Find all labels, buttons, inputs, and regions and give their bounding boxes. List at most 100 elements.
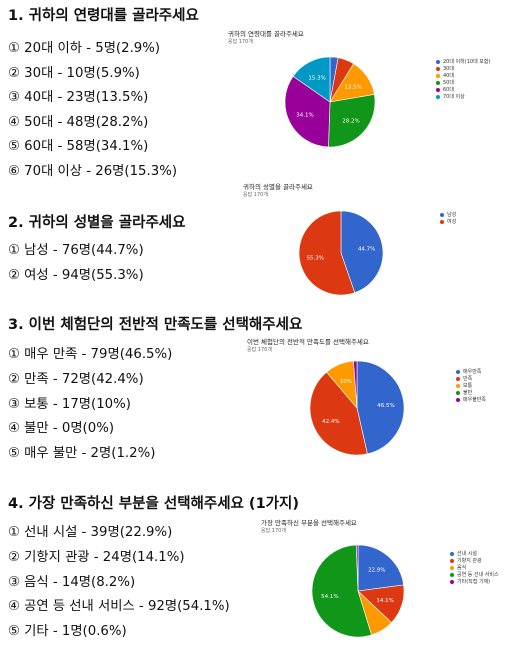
chart-3-legend: 매우만족 만족 보통 불만 매우불만족 [456, 368, 486, 403]
chart-2-response-count: 응답 170개 [243, 192, 268, 198]
chart-2-title: 귀하의 성별을 골라주세요 [243, 183, 313, 191]
chart-2-legend: 남성 여성 [440, 211, 456, 225]
legend-label: 70대 이상 [443, 94, 465, 100]
legend-label: 음식 [457, 565, 467, 571]
chart-1-legend: 20대 이하(10대 포함) 30대 40대 50대 60대 70대 이상 [436, 58, 490, 100]
legend-item: 50대 [436, 79, 490, 86]
chart-1-title: 귀하의 연령대를 골라주세요 [228, 30, 304, 38]
question-4-title: 4. 가장 만족하신 부분을 선택해주세요 (1가지) [8, 496, 299, 512]
pie-slice [340, 210, 384, 294]
chart-1-response-count: 응답 170개 [228, 39, 253, 45]
pie-slice [311, 544, 372, 638]
legend-swatch [450, 572, 454, 577]
pie-slice-label: 55.3% [307, 255, 324, 261]
legend-label: 만족 [463, 376, 473, 382]
pie-slice-label: 34.1% [296, 112, 313, 118]
question-3-title: 3. 이번 체험단의 전반적 만족도를 선택해주세요 [8, 317, 303, 333]
legend-swatch [450, 551, 454, 556]
legend-swatch [456, 383, 460, 388]
question-2-option: ② 여성 - 94명(55.3%) [8, 268, 144, 283]
pie-slice-label: 28.2% [342, 118, 359, 124]
legend-swatch [450, 565, 454, 570]
legend-item: 불만 [456, 389, 486, 396]
legend-label: 기타(직접 기재) [457, 579, 491, 585]
legend-swatch [436, 73, 440, 78]
pie-slice [298, 210, 356, 296]
question-1-option: ① 20대 이하 - 5명(2.9%) [8, 41, 161, 56]
chart-4-response-count: 응답 170개 [261, 528, 286, 534]
question-1-option: ④ 50대 - 48명(28.2%) [8, 115, 149, 130]
legend-item: 20대 이하(10대 포함) [436, 58, 490, 65]
question-4-option: ① 선내 시설 - 39명(22.9%) [8, 525, 173, 540]
legend-label: 60대 [443, 87, 454, 93]
legend-label: 기항지 관광 [457, 558, 482, 564]
pie-slice-label: 10% [340, 379, 352, 385]
pie-slice-label: 42.4% [322, 419, 339, 425]
pie-slice [328, 94, 376, 148]
legend-item: 남성 [440, 211, 456, 218]
legend-item: 기항지 관광 [450, 557, 499, 564]
pie-slice [355, 544, 359, 592]
legend-swatch [450, 579, 454, 584]
legend-label: 매우만족 [463, 369, 482, 375]
pie-slice-label: 14.1% [376, 598, 393, 604]
legend-label: 여성 [447, 219, 457, 225]
question-1-option: ⑥ 70대 이상 - 26명(15.3%) [8, 164, 178, 179]
question-1-option: ③ 40대 - 23명(13.5%) [8, 90, 149, 105]
chart-1-pie: 13.5% 28.2% 34.1% 15.3% [284, 56, 376, 148]
pie-slice-label: 54.1% [321, 594, 338, 600]
legend-swatch [436, 87, 440, 92]
legend-swatch [440, 212, 444, 217]
pie-slice [356, 360, 405, 455]
legend-swatch [450, 558, 454, 563]
chart-3-response-count: 응답 170개 [247, 347, 272, 353]
question-1-option: ⑤ 60대 - 58명(34.1%) [8, 139, 149, 154]
pie-slice-label: 22.9% [368, 568, 385, 574]
question-4-option: ② 기항지 관광 - 24명(14.1%) [8, 550, 185, 565]
chart-4-legend: 선내 시설 기항지 관광 음식 공연 등 선내 서비스 기타(직접 기재) [450, 550, 499, 585]
legend-label: 20대 이하(10대 포함) [443, 59, 491, 65]
question-1-option: ② 30대 - 10명(5.9%) [8, 66, 140, 81]
question-4-option: ③ 음식 - 14명(8.2%) [8, 575, 136, 590]
question-3-option: ① 매우 만족 - 79명(46.5%) [8, 347, 173, 362]
question-2-option: ① 남성 - 76명(44.7%) [8, 243, 144, 258]
legend-label: 선내 시설 [457, 551, 477, 557]
legend-item: 30대 [436, 65, 490, 72]
legend-label: 보통 [463, 383, 473, 389]
pie-slice [284, 75, 331, 148]
question-3-option: ⑤ 매우 불만 - 2명(1.2%) [8, 446, 156, 461]
legend-item: 보통 [456, 382, 486, 389]
legend-item: 기타(직접 기재) [450, 578, 499, 585]
legend-item: 매우만족 [456, 368, 486, 375]
question-2-title: 2. 귀하의 성별을 골라주세요 [8, 215, 186, 231]
legend-swatch [456, 397, 460, 402]
question-3-option: ③ 보통 - 17명(10%) [8, 397, 131, 412]
legend-item: 70대 이상 [436, 93, 490, 100]
pie-slice [353, 360, 358, 409]
legend-item: 공연 등 선내 서비스 [450, 571, 499, 578]
legend-item: 선내 시설 [450, 550, 499, 557]
legend-swatch [456, 376, 460, 381]
chart-2-pie: 44.7% 55.3% [298, 210, 384, 296]
legend-label: 남성 [447, 212, 457, 218]
pie-slice-label: 13.5% [344, 84, 361, 90]
chart-4-title: 가장 만족하신 부분을 선택해주세요 [261, 519, 357, 527]
pie-slice [292, 56, 331, 103]
legend-label: 50대 [443, 80, 454, 86]
legend-swatch [436, 66, 440, 71]
legend-label: 30대 [443, 66, 454, 72]
pie-slice [357, 544, 404, 592]
legend-item: 음식 [450, 564, 499, 571]
pie-slice-label: 44.7% [358, 247, 375, 253]
legend-swatch [440, 219, 444, 224]
legend-item: 매우불만족 [456, 396, 486, 403]
legend-swatch [456, 390, 460, 395]
question-3-option: ② 만족 - 72명(42.4%) [8, 372, 144, 387]
chart-3-pie: 46.5% 42.4% 10% [309, 360, 405, 456]
legend-label: 불만 [463, 390, 473, 396]
legend-swatch [436, 59, 440, 64]
pie-slice-label: 46.5% [377, 403, 394, 409]
legend-swatch [436, 94, 440, 99]
chart-3-title: 이번 체험단의 전반적 만족도를 선택해주세요 [247, 338, 369, 346]
question-4-option: ④ 공연 등 선내 서비스 - 92명(54.1%) [8, 599, 230, 614]
